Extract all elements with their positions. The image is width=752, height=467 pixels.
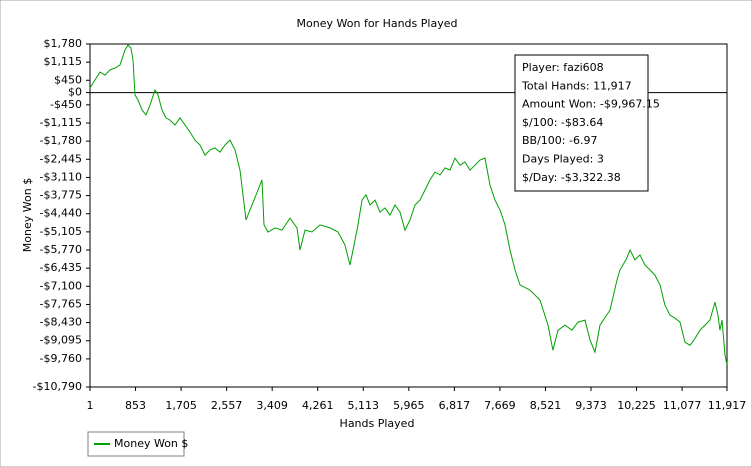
y-tick-label: -$3,775 [40, 189, 82, 202]
info-line: $/Day: -$3,322.38 [522, 171, 621, 184]
x-tick-label: 8,521 [530, 399, 562, 412]
x-tick-label: 10,225 [617, 399, 656, 412]
info-line: BB/100: -6.97 [522, 134, 597, 147]
x-tick-label: 4,261 [302, 399, 334, 412]
y-tick-label: -$7,100 [40, 279, 82, 292]
x-axis-label: Hands Played [340, 417, 415, 430]
y-tick-label: -$5,105 [40, 225, 82, 238]
x-tick-label: 7,669 [484, 399, 516, 412]
y-tick-label: -$1,780 [40, 134, 82, 147]
x-tick-label: 11,917 [708, 399, 747, 412]
y-tick-label: $1,780 [44, 37, 83, 50]
series-line [89, 44, 728, 365]
y-tick-label: $450 [54, 73, 82, 86]
x-tick-label: 853 [125, 399, 146, 412]
info-line: Days Played: 3 [522, 153, 604, 166]
y-tick-label: -$2,445 [40, 152, 82, 165]
y-tick-label: $0 [68, 86, 82, 99]
y-tick-label: -$7,765 [40, 297, 82, 310]
y-tick-label: -$6,435 [40, 261, 82, 274]
x-tick-label: 1 [87, 399, 94, 412]
x-tick-label: 1,705 [165, 399, 197, 412]
info-line: Amount Won: -$9,967.15 [522, 98, 660, 111]
info-box [514, 54, 649, 192]
info-line: $/100: -$83.64 [522, 116, 603, 129]
y-axis-label: Money Won $ [21, 178, 34, 252]
y-tick-label: -$10,790 [33, 380, 82, 393]
x-tick-label: 3,409 [256, 399, 288, 412]
x-tick-label: 2,557 [211, 399, 243, 412]
y-tick-label: -$5,770 [40, 243, 82, 256]
x-tick-label: 9,373 [575, 399, 607, 412]
y-tick-label: -$1,115 [40, 116, 82, 129]
y-tick-label: -$9,095 [40, 334, 82, 347]
info-line: Player: fazi608 [522, 61, 604, 74]
chart-title: Money Won for Hands Played [297, 17, 458, 30]
y-tick-label: $1,115 [44, 55, 83, 68]
x-tick-label: 5,113 [348, 399, 380, 412]
info-line: Total Hands: 11,917 [521, 79, 632, 92]
x-tick-label: 5,965 [393, 399, 425, 412]
y-tick-label: -$9,760 [40, 352, 82, 365]
y-tick-label: -$3,110 [40, 170, 82, 183]
x-tick-label: 11,077 [663, 399, 702, 412]
x-tick-label: 6,817 [439, 399, 471, 412]
y-tick-label: -$450 [50, 98, 82, 111]
legend-label: Money Won $ [114, 437, 188, 450]
y-tick-label: -$4,440 [40, 207, 82, 220]
y-tick-label: -$8,430 [40, 316, 82, 329]
